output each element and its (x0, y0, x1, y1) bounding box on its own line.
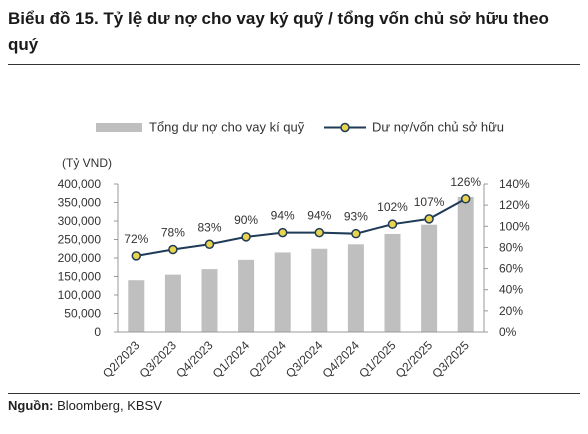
left-axis-tick-label: 350,000 (58, 196, 102, 210)
data-label: 94% (307, 209, 331, 223)
legend-bar-label: Tổng dư nợ cho vay kí quỹ (149, 120, 305, 135)
x-tick-label: Q1/2024 (210, 338, 253, 381)
x-tick-label: Q3/2023 (137, 338, 180, 381)
right-axis-tick-label: 80% (499, 240, 523, 254)
data-label: 90% (234, 213, 258, 227)
line-point (351, 228, 361, 239)
left-axis-tick-label: 0 (94, 325, 101, 339)
line-point (277, 227, 288, 238)
bar (238, 259, 255, 332)
left-axis-tick-label: 100,000 (58, 288, 102, 302)
x-tick-label: Q4/2024 (320, 338, 363, 381)
line-point (460, 194, 471, 204)
line-point (424, 214, 434, 224)
bar (384, 233, 401, 332)
legend-line-label: Dư nợ/vốn chủ sở hữu (372, 120, 504, 135)
x-tick-label: Q4/2023 (173, 338, 216, 381)
bar (347, 244, 364, 332)
source-divider (8, 393, 580, 394)
left-axis-tick-label: 200,000 (58, 251, 102, 265)
bar (274, 252, 291, 332)
y-axis-unit-label: (Tỷ VND) (62, 156, 112, 170)
legend: Tổng dư nợ cho vay kí quỹ Dư nợ/vốn chủ … (96, 120, 504, 135)
bar (421, 224, 438, 332)
bar-series (128, 196, 474, 332)
line-point (131, 251, 142, 261)
legend-line-marker (340, 122, 350, 133)
bar (201, 269, 218, 332)
data-label: 83% (197, 220, 221, 234)
data-label: 107% (414, 195, 445, 209)
source-text: Bloomberg, KBSV (57, 398, 162, 413)
data-label: 126% (450, 175, 481, 189)
title-divider (8, 64, 580, 65)
left-axis-tick-label: 150,000 (58, 270, 102, 284)
source-label: Nguồn: (8, 398, 54, 413)
x-tick-label: Q2/2025 (393, 338, 436, 381)
right-axis: 0% 20% 40% 60% 80% 100% 120% 140% (483, 177, 530, 339)
source-note: Nguồn: Bloomberg, KBSV (8, 398, 162, 413)
left-axis: 0 50,000 100,000 150,000 200,000 250,000 300,0… (58, 177, 119, 339)
left-axis-tick-label: 400,000 (58, 177, 102, 191)
bar (311, 248, 328, 332)
right-axis-tick-label: 100% (499, 219, 530, 233)
data-label: 78% (161, 226, 185, 240)
x-tick-label: Q2/2023 (100, 338, 143, 381)
x-tick-label: Q2/2024 (246, 338, 289, 381)
data-label: 93% (344, 210, 368, 224)
legend-bar-swatch (96, 123, 142, 132)
right-axis-tick-label: 120% (499, 198, 530, 212)
chart-title: Biểu đồ 15. Tỷ lệ dư nợ cho vay ký quỹ /… (8, 9, 549, 54)
right-axis-tick-label: 0% (499, 325, 517, 339)
bar (128, 280, 145, 332)
x-tick-label: Q1/2025 (356, 338, 399, 381)
line-point (204, 239, 215, 250)
right-axis-tick-label: 20% (499, 304, 523, 318)
x-axis: Q2/2023Q3/2023Q4/2023Q1/2024Q2/2024Q3/20… (100, 331, 484, 381)
right-axis-tick-label: 140% (499, 177, 530, 191)
right-axis-tick-label: 60% (499, 262, 523, 276)
x-tick-label: Q3/2024 (283, 338, 326, 381)
left-axis-tick-label: 300,000 (58, 214, 102, 228)
data-label: 72% (124, 232, 148, 246)
bar (457, 196, 474, 332)
data-label: 102% (377, 200, 408, 214)
line-point (241, 232, 251, 242)
x-tick-label: Q3/2025 (429, 338, 472, 381)
left-axis-tick-label: 250,000 (58, 233, 102, 247)
line-point (314, 227, 325, 238)
line-series: 72% 78% 83% 90% 94% 94% 93% 102% 107% 126% (124, 175, 481, 261)
ratio-line (136, 197, 467, 257)
right-axis-tick-label: 40% (499, 283, 523, 297)
data-label: 94% (271, 209, 295, 223)
line-point (387, 219, 398, 229)
bar (164, 274, 181, 332)
line-point (168, 244, 178, 255)
left-axis-tick-label: 50,000 (64, 307, 101, 321)
